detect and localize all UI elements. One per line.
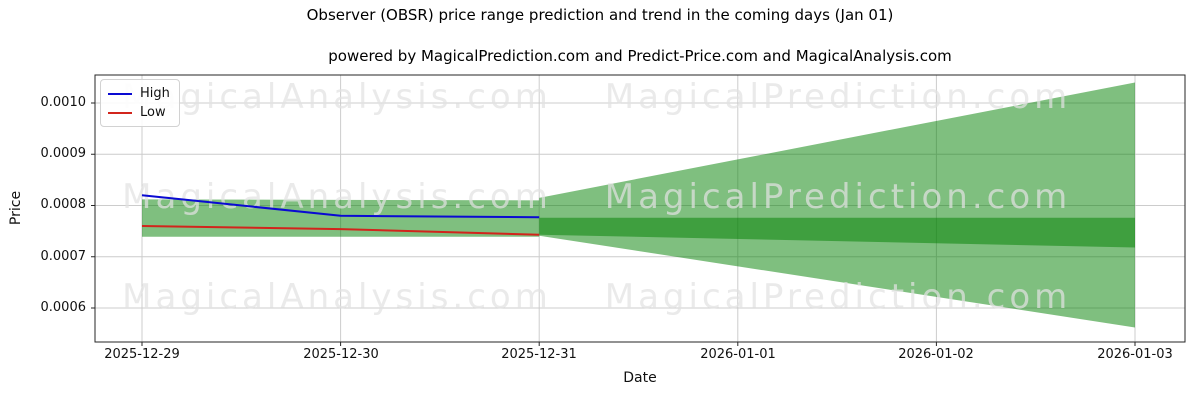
y-tick-label: 0.0007 <box>40 249 87 264</box>
x-tick-label: 2026-01-01 <box>700 347 776 362</box>
y-tick-label: 0.0010 <box>40 95 87 110</box>
watermark-prediction: MagicalPrediction.com <box>604 77 1072 117</box>
watermark-analysis: MagicalAnalysis.com <box>122 177 552 217</box>
y-tick-label: 0.0008 <box>40 197 87 212</box>
x-axis-label: Date <box>623 370 657 386</box>
watermark-prediction: MagicalPrediction.com <box>604 177 1072 217</box>
high-line-swatch <box>108 92 132 95</box>
watermark-analysis: MagicalAnalysis.com <box>122 277 552 317</box>
legend-label-low: Low <box>140 105 166 120</box>
y-axis-label: Price <box>8 190 24 226</box>
x-tick-label: 2025-12-30 <box>303 347 379 362</box>
legend-item-high: High <box>108 84 170 103</box>
x-tick-label: 2026-01-02 <box>898 347 974 362</box>
powered-by-subtitle: powered by MagicalPrediction.com and Pre… <box>328 47 952 65</box>
x-tick-label: 2026-01-03 <box>1097 347 1173 362</box>
legend: High Low <box>100 79 180 127</box>
figure-title: Observer (OBSR) price range prediction a… <box>306 6 894 24</box>
watermark-analysis: MagicalAnalysis.com <box>122 77 552 117</box>
y-tick-label: 0.0009 <box>40 146 87 161</box>
y-tick-label: 0.0006 <box>40 300 87 315</box>
watermark-prediction: MagicalPrediction.com <box>604 277 1072 317</box>
legend-label-high: High <box>140 86 170 101</box>
low-line-swatch <box>108 111 132 114</box>
x-tick-label: 2025-12-31 <box>501 347 577 362</box>
x-tick-label: 2025-12-29 <box>104 347 180 362</box>
legend-item-low: Low <box>108 103 170 122</box>
